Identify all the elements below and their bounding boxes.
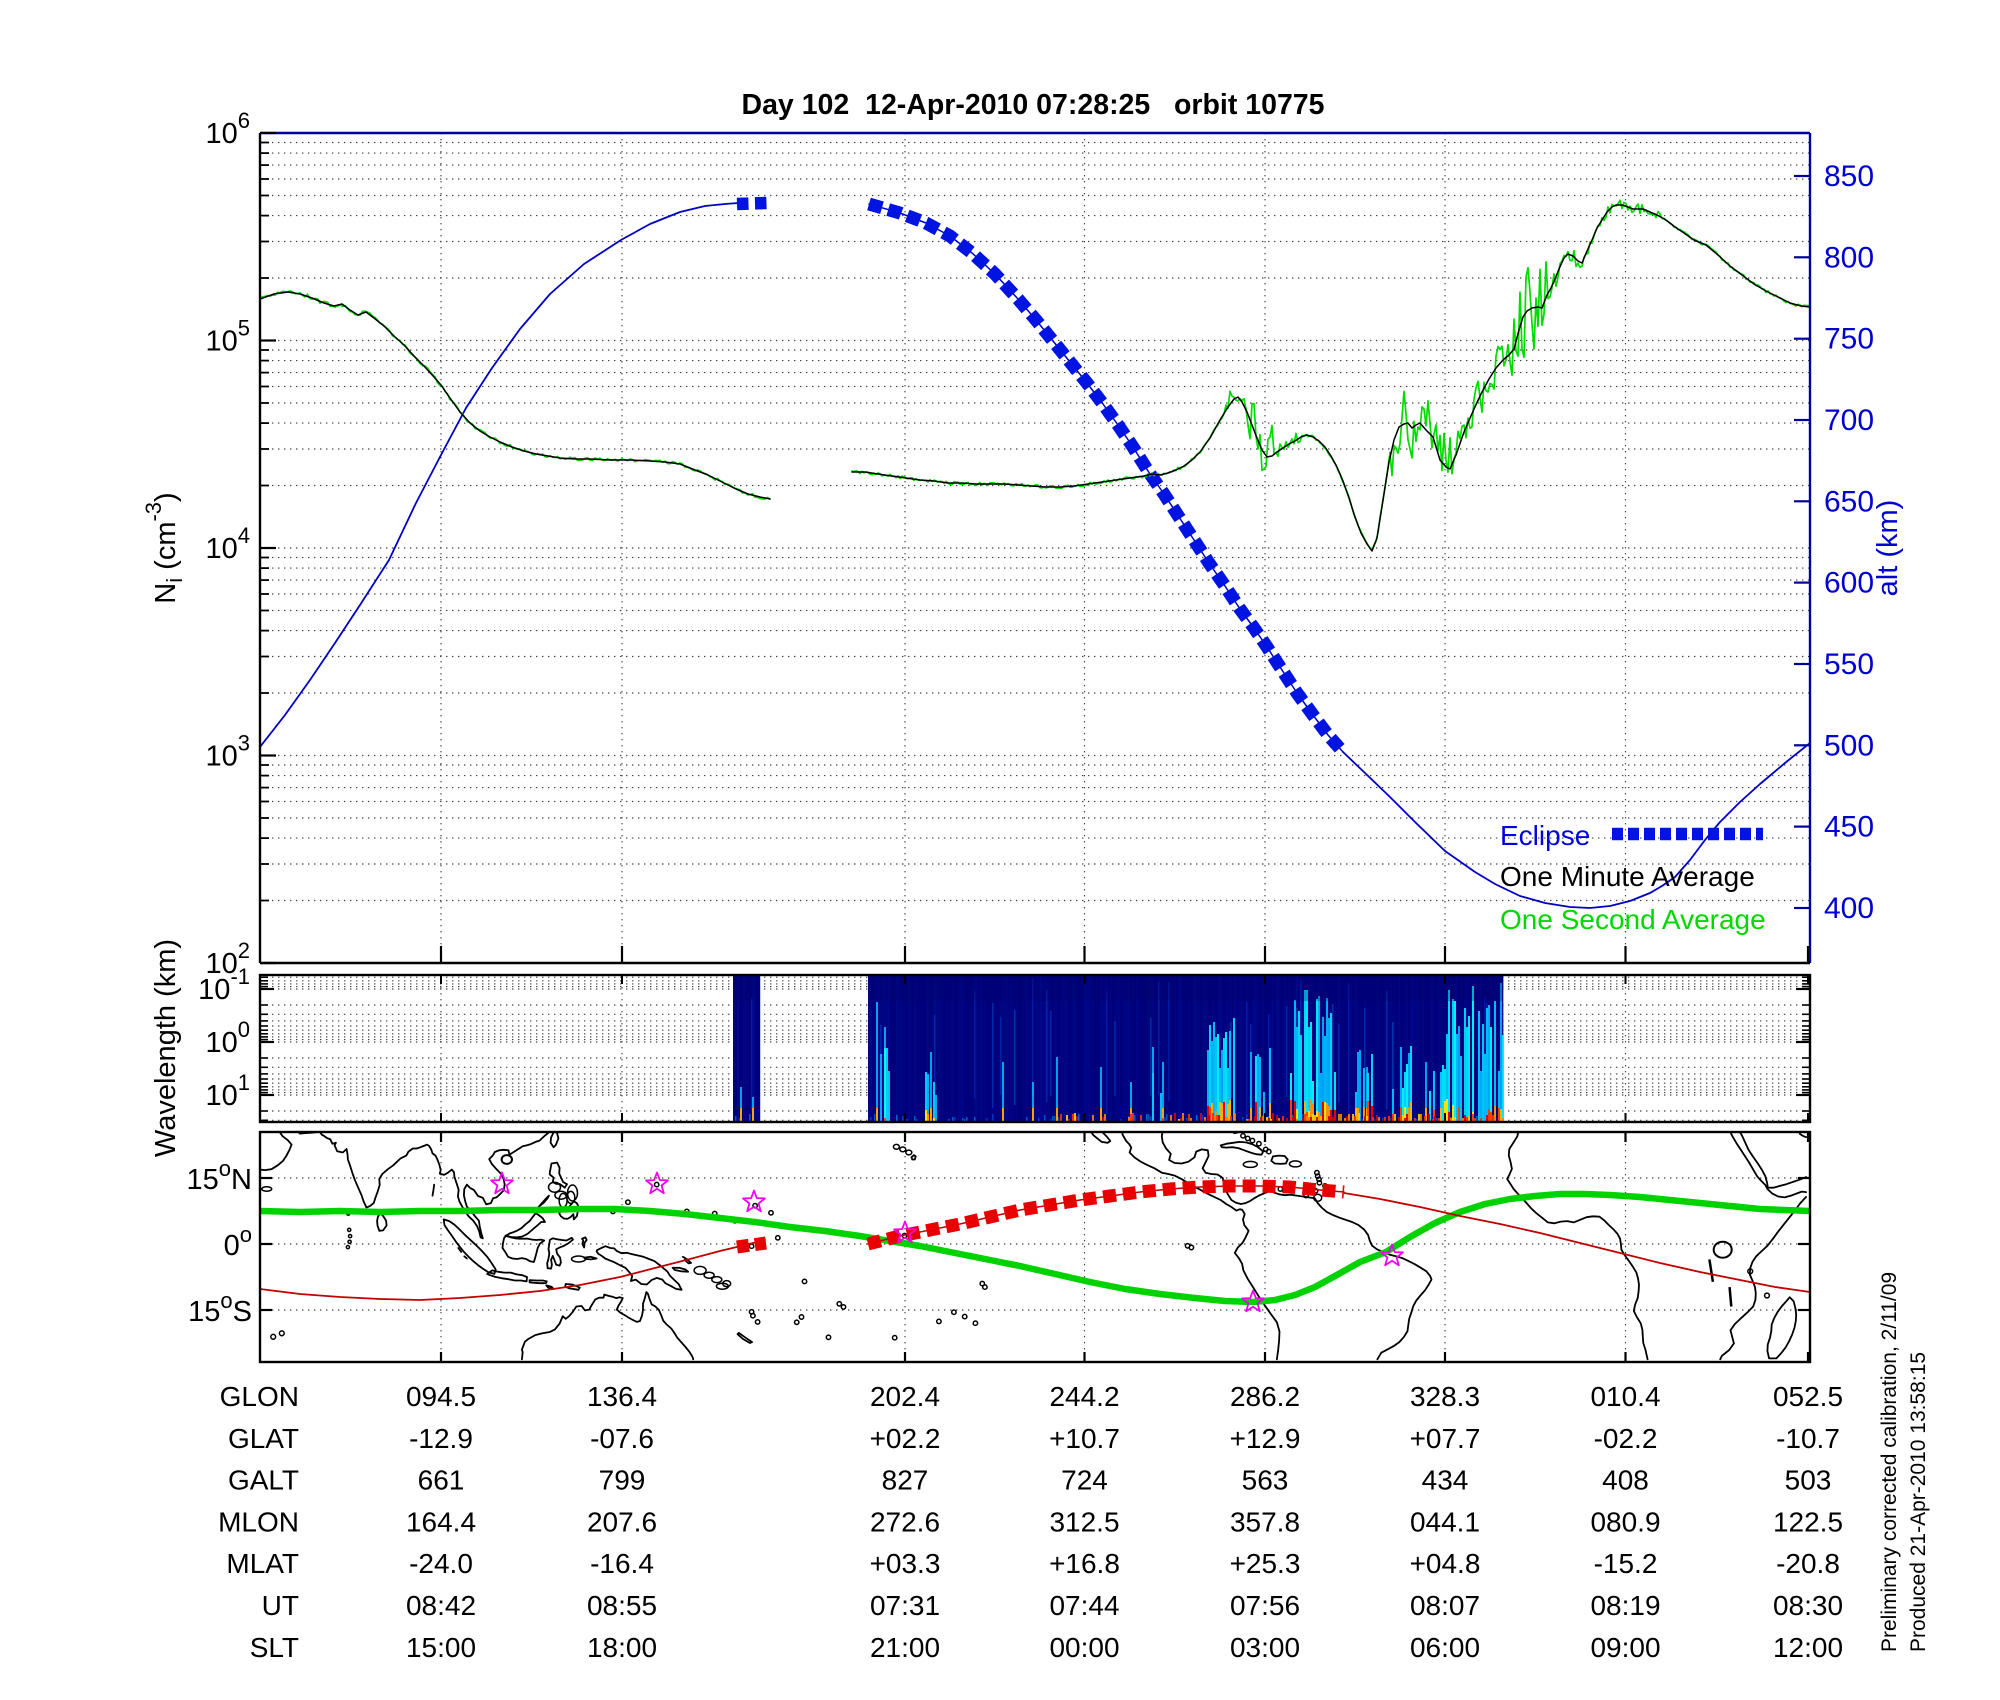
svg-text:044.1: 044.1	[1410, 1506, 1480, 1537]
svg-text:052.5: 052.5	[1773, 1381, 1843, 1412]
svg-text:alt (km): alt (km)	[1872, 500, 1904, 597]
svg-text:21:00: 21:00	[870, 1632, 940, 1663]
svg-text:272.6: 272.6	[870, 1506, 940, 1537]
svg-text:450: 450	[1824, 811, 1874, 844]
svg-text:136.4: 136.4	[587, 1381, 657, 1412]
svg-text:+04.8: +04.8	[1410, 1548, 1481, 1579]
svg-text:827: 827	[882, 1465, 929, 1496]
svg-text:-07.6: -07.6	[590, 1423, 654, 1454]
svg-text:09:00: 09:00	[1590, 1632, 1660, 1663]
svg-text:+12.9: +12.9	[1230, 1423, 1301, 1454]
svg-text:Preliminary corrected calibrat: Preliminary corrected calibration, 2/11/…	[1878, 1272, 1901, 1652]
svg-text:-12.9: -12.9	[409, 1423, 473, 1454]
svg-text:-02.2: -02.2	[1594, 1423, 1658, 1454]
svg-text:+16.8: +16.8	[1049, 1548, 1120, 1579]
svg-text:GALT: GALT	[228, 1465, 299, 1496]
svg-text:244.2: 244.2	[1049, 1381, 1119, 1412]
svg-text:328.3: 328.3	[1410, 1381, 1480, 1412]
svg-text:00:00: 00:00	[1049, 1632, 1119, 1663]
svg-text:434: 434	[1422, 1465, 1469, 1496]
svg-text:207.6: 207.6	[587, 1506, 657, 1537]
svg-text:+03.3: +03.3	[870, 1548, 941, 1579]
svg-text:Day 102 12-Apr-2010 07:28:25: Day 102 12-Apr-2010 07:28:25 orbit 10775	[742, 89, 1325, 121]
svg-text:600: 600	[1824, 567, 1874, 600]
svg-text:724: 724	[1061, 1465, 1108, 1496]
svg-text:799: 799	[599, 1465, 646, 1496]
svg-text:800: 800	[1824, 241, 1874, 274]
svg-text:GLAT: GLAT	[228, 1423, 299, 1454]
svg-text:Eclipse: Eclipse	[1500, 820, 1590, 851]
svg-text:080.9: 080.9	[1590, 1506, 1660, 1537]
svg-text:122.5: 122.5	[1773, 1506, 1843, 1537]
svg-text:08:42: 08:42	[406, 1590, 476, 1621]
svg-text:+07.7: +07.7	[1410, 1423, 1481, 1454]
svg-text:-16.4: -16.4	[590, 1548, 654, 1579]
svg-text:MLAT: MLAT	[226, 1548, 299, 1579]
svg-text:07:31: 07:31	[870, 1590, 940, 1621]
svg-text:UT: UT	[262, 1590, 299, 1621]
svg-text:12:00: 12:00	[1773, 1632, 1843, 1663]
svg-text:06:00: 06:00	[1410, 1632, 1480, 1663]
svg-text:-24.0: -24.0	[409, 1548, 473, 1579]
svg-text:563: 563	[1242, 1465, 1289, 1496]
svg-text:650: 650	[1824, 485, 1874, 518]
svg-text:One Minute Average: One Minute Average	[1500, 861, 1755, 892]
svg-text:-20.8: -20.8	[1776, 1548, 1840, 1579]
svg-text:408: 408	[1602, 1465, 1649, 1496]
svg-text:+02.2: +02.2	[870, 1423, 941, 1454]
svg-text:GLON: GLON	[220, 1381, 299, 1412]
svg-text:SLT: SLT	[250, 1632, 299, 1663]
svg-text:-15.2: -15.2	[1594, 1548, 1658, 1579]
svg-text:15:00: 15:00	[406, 1632, 476, 1663]
svg-text:08:55: 08:55	[587, 1590, 657, 1621]
svg-text:07:44: 07:44	[1049, 1590, 1119, 1621]
svg-text:400: 400	[1824, 892, 1874, 925]
svg-text:500: 500	[1824, 729, 1874, 762]
svg-text:-10.7: -10.7	[1776, 1423, 1840, 1454]
svg-text:08:30: 08:30	[1773, 1590, 1843, 1621]
svg-text:+25.3: +25.3	[1230, 1548, 1301, 1579]
svg-text:750: 750	[1824, 323, 1874, 356]
svg-text:MLON: MLON	[218, 1506, 299, 1537]
svg-text:One Second Average: One Second Average	[1500, 904, 1766, 935]
svg-text:550: 550	[1824, 648, 1874, 681]
svg-text:312.5: 312.5	[1049, 1506, 1119, 1537]
svg-text:03:00: 03:00	[1230, 1632, 1300, 1663]
svg-text:850: 850	[1824, 160, 1874, 193]
svg-text:07:56: 07:56	[1230, 1590, 1300, 1621]
svg-text:357.8: 357.8	[1230, 1506, 1300, 1537]
svg-text:Wavelength (km): Wavelength (km)	[150, 939, 182, 1157]
svg-text:164.4: 164.4	[406, 1506, 476, 1537]
svg-text:08:19: 08:19	[1590, 1590, 1660, 1621]
svg-text:503: 503	[1785, 1465, 1832, 1496]
svg-text:661: 661	[418, 1465, 465, 1496]
svg-text:202.4: 202.4	[870, 1381, 940, 1412]
svg-text:094.5: 094.5	[406, 1381, 476, 1412]
svg-text:700: 700	[1824, 404, 1874, 437]
svg-text:+10.7: +10.7	[1049, 1423, 1120, 1454]
svg-text:08:07: 08:07	[1410, 1590, 1480, 1621]
svg-text:Produced 21-Apr-2010 13:58:15: Produced 21-Apr-2010 13:58:15	[1907, 1352, 1930, 1652]
svg-text:286.2: 286.2	[1230, 1381, 1300, 1412]
svg-text:010.4: 010.4	[1590, 1381, 1660, 1412]
svg-text:18:00: 18:00	[587, 1632, 657, 1663]
